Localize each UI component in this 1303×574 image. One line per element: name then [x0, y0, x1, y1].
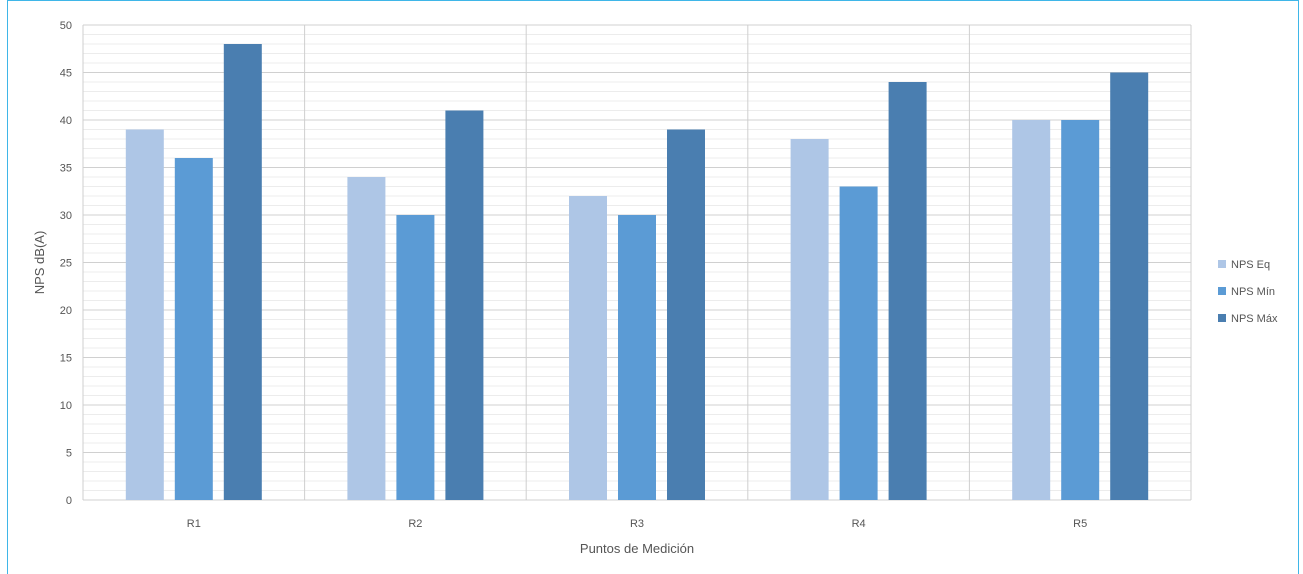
x-tick-label: R1: [187, 518, 201, 530]
y-axis-title: NPS dB(A): [32, 231, 47, 295]
y-tick-label: 20: [60, 305, 72, 317]
y-tick-label: 30: [60, 210, 72, 222]
y-tick-label: 35: [60, 163, 72, 175]
bar-r5-2: [1061, 120, 1100, 500]
bar-r3-1: [569, 196, 607, 500]
legend-swatch: [1218, 287, 1226, 295]
chart-frame: [7, 0, 1299, 574]
x-tick-label: R3: [630, 518, 644, 530]
y-tick-label: 45: [60, 68, 72, 80]
legend-swatch: [1218, 314, 1226, 322]
bar-r1-3: [223, 44, 262, 500]
y-tick-label: 15: [60, 353, 72, 365]
y-tick-label: 50: [60, 20, 72, 32]
legend-label: NPS Eq: [1231, 259, 1270, 271]
bar-r4-2: [839, 186, 878, 500]
y-axis-ticks: 0 5 10 15 20 25 30 35 40 45 50: [60, 20, 72, 507]
bar-r4-3: [888, 82, 927, 500]
x-tick-label: R2: [408, 518, 422, 530]
x-tick-label: R5: [1073, 518, 1087, 530]
bar-r4-1: [790, 139, 829, 500]
bar-r2-1: [347, 177, 386, 500]
legend: NPS Eq NPS Mín NPS Máx: [1218, 259, 1278, 325]
legend-swatch: [1218, 260, 1226, 268]
x-axis-title: Puntos de Medición: [580, 541, 694, 556]
y-tick-label: 10: [60, 400, 72, 412]
bar-r3-3: [667, 129, 705, 500]
x-axis-ticks: R1 R2 R3 R4 R5: [187, 518, 1087, 530]
bars: [125, 44, 1149, 500]
bar-r1-1: [125, 129, 164, 500]
bar-r5-1: [1012, 120, 1051, 500]
legend-label: NPS Mín: [1231, 286, 1275, 298]
y-tick-label: 25: [60, 258, 72, 270]
x-tick-label: R4: [852, 518, 866, 530]
bar-r2-2: [396, 215, 435, 500]
bar-r3-2: [618, 215, 656, 500]
bar-r5-3: [1110, 72, 1149, 500]
y-tick-label: 40: [60, 115, 72, 127]
bar-r1-2: [174, 158, 213, 500]
legend-label: NPS Máx: [1231, 313, 1278, 325]
bar-r2-3: [445, 110, 484, 500]
y-tick-label: 5: [66, 448, 72, 460]
y-tick-label: 0: [66, 495, 72, 507]
